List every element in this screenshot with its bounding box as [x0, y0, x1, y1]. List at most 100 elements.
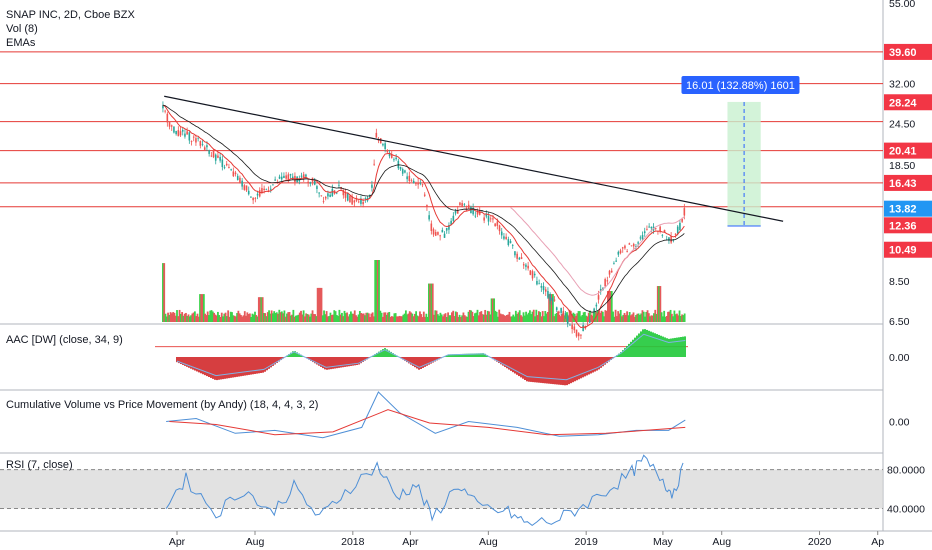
candle-body [681, 218, 683, 222]
volume-bar [348, 314, 351, 322]
candle-body [646, 228, 648, 230]
aac-bar [660, 335, 662, 357]
time-axis-label: 2019 [575, 536, 599, 548]
candle-body [676, 226, 679, 234]
volume-bar [371, 312, 374, 322]
time-axis-label: Aug [712, 536, 731, 548]
candle-body [280, 176, 283, 180]
candle-body [511, 245, 514, 246]
aac-bar [508, 357, 510, 370]
volume-bar [662, 316, 664, 322]
volume-bar [315, 316, 318, 322]
volume-bar [683, 313, 686, 322]
volume-bar [236, 313, 238, 322]
aac-bar [482, 353, 484, 357]
volume-bar [682, 315, 685, 322]
candle-body [179, 131, 182, 136]
aac-bar [670, 338, 672, 357]
aac-bar [572, 357, 574, 383]
volume-bar [213, 312, 215, 322]
aac-bar [542, 357, 544, 384]
aac-bar [278, 357, 280, 362]
volume-bar [490, 298, 493, 322]
aac-bar [570, 357, 572, 384]
aac-bar [602, 357, 604, 367]
volume-bar [273, 311, 276, 322]
volume-bar [390, 316, 393, 322]
aac-bar [332, 357, 334, 369]
volume-bar [580, 316, 582, 322]
candle-body [582, 325, 584, 332]
candle-body [274, 179, 276, 181]
volume-bar [399, 316, 402, 322]
volume-bar [576, 313, 579, 322]
volume-bar [335, 314, 338, 322]
volume-bar [584, 312, 586, 322]
volume-bar [548, 294, 550, 322]
candle-body [192, 136, 195, 138]
candle-body [386, 150, 389, 153]
volume-bar [394, 313, 397, 322]
volume-bar [425, 313, 428, 322]
price-tag-label: 39.60 [889, 47, 917, 59]
volume-bar [393, 313, 396, 322]
measure-label: 16.01 (132.88%) 1601 [686, 80, 795, 92]
volume-bar [491, 298, 494, 322]
aac-bar [668, 338, 670, 357]
candle-body [536, 281, 538, 285]
volume-bar [185, 312, 187, 322]
volume-bar [514, 310, 517, 322]
aac-bar [292, 351, 294, 357]
main-legend: SNAP INC, 2D, Cboe BZX Vol (8) EMAs [6, 8, 135, 50]
volume-bar [435, 310, 438, 322]
volume-bar [374, 260, 377, 322]
volume-bar [196, 313, 199, 322]
aac-bar [322, 357, 324, 369]
volume-bar [549, 294, 552, 322]
volume-bar [415, 311, 418, 322]
candle-body [261, 188, 263, 193]
volume-bar [458, 314, 461, 322]
candle-body [439, 235, 441, 237]
candle-body [619, 250, 622, 254]
aac-bar [324, 357, 326, 370]
aac-bar [200, 357, 202, 374]
volume-bar [208, 315, 210, 322]
candle-body [375, 132, 378, 138]
time-axis-label: May [653, 536, 674, 548]
volume-bar [266, 312, 269, 322]
candle-body [522, 264, 525, 266]
measure-box [727, 101, 761, 227]
aac-bar [212, 357, 214, 379]
candle-body [668, 237, 670, 241]
aac-bar [506, 357, 508, 369]
volume-bar [459, 316, 462, 322]
candle-body [362, 201, 364, 205]
candle-body [289, 174, 292, 176]
aac-bar [582, 357, 584, 378]
volume-bar [453, 316, 456, 322]
volume-bar [604, 310, 607, 322]
candle-body [456, 210, 459, 214]
volume-bar [407, 313, 410, 322]
candle-body [525, 264, 527, 267]
volume-bar [263, 313, 265, 322]
volume-bar [485, 314, 488, 322]
volume-bar [182, 315, 185, 322]
aac-bar [630, 341, 632, 357]
aac-bar [246, 357, 248, 376]
candle-body [234, 172, 237, 175]
aac-bar [576, 357, 578, 381]
volume-bar [275, 312, 278, 322]
volume-bar [664, 316, 667, 322]
candle-body [250, 196, 252, 198]
volume-bar [569, 310, 572, 322]
volume-bar [412, 316, 415, 322]
volume-bar [176, 310, 178, 322]
time-axis-label: Apr [402, 536, 419, 548]
volume-bar [442, 316, 444, 322]
volume-bar [420, 314, 423, 322]
volume-bar [357, 314, 360, 322]
volume-bar [223, 313, 226, 322]
